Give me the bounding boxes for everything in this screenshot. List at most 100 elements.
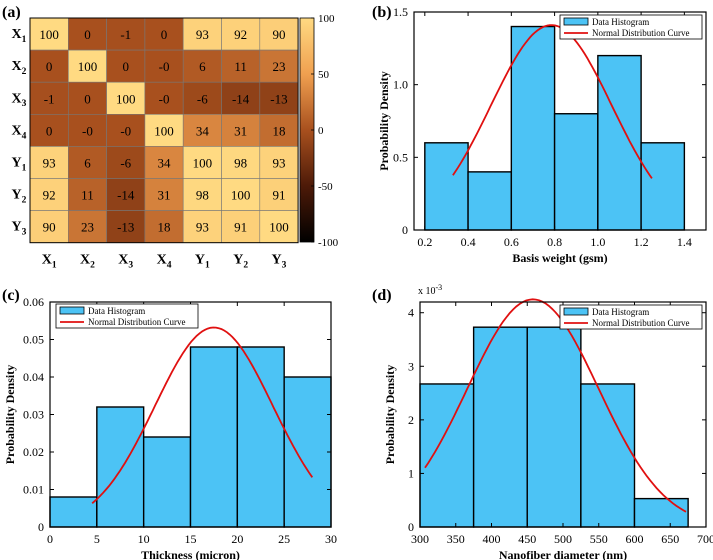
- y-axis-label: Probability Density: [383, 365, 397, 464]
- x-tick-label: 1.2: [634, 235, 649, 249]
- heatmap-col-label: X1: [42, 253, 57, 271]
- legend-label-histogram: Data Histogram: [592, 307, 649, 317]
- legend-label-histogram: Data Histogram: [88, 306, 145, 316]
- normal-distribution-curve: [452, 24, 653, 179]
- heatmap-cell-value: 91: [234, 220, 247, 235]
- heatmap-cell: [29, 114, 69, 147]
- heatmap-cell-value: -13: [270, 91, 287, 106]
- heatmap-cell-value: 98: [196, 188, 209, 203]
- histogram-bar: [510, 25, 556, 231]
- heatmap-cell-value: 91: [272, 188, 285, 203]
- histogram-bar: [49, 496, 98, 528]
- heatmap-cell-value: 98: [234, 155, 247, 170]
- heatmap-cell: [106, 49, 146, 83]
- x-tick-label: 550: [590, 532, 608, 546]
- histogram-bar: [467, 171, 513, 231]
- histogram-bar: [189, 346, 239, 528]
- heatmap-cell-value: 34: [196, 123, 210, 138]
- heatmap-cell: [68, 178, 107, 211]
- x-tick-label: 600: [626, 532, 644, 546]
- heatmap-cell-value: -0: [159, 59, 170, 74]
- heatmap-cell-value: 11: [81, 188, 94, 203]
- heatmap-cell-value: 93: [43, 155, 56, 170]
- y-axis-label: Probability Density: [3, 365, 17, 464]
- x-tick-label: 5: [94, 532, 100, 546]
- y-tick-label: 1.5: [393, 5, 408, 19]
- heatmap-cell: [182, 210, 222, 244]
- histogram-panel-d: 300 350 400 450 500 550 600 650 700 0 1 2 3 4 Nanofibe…: [372, 283, 713, 560]
- heatmap-col-label: X4: [157, 253, 172, 271]
- x-tick-label: 700: [697, 532, 713, 546]
- x-tick-label: 0.4: [461, 235, 476, 249]
- histogram-bar: [283, 376, 332, 528]
- heatmap-cell-value: 0: [84, 27, 91, 42]
- histogram-panel-b: 0.2 0.4 0.6 0.8 1.0 1.2 1.4 0 0.5 1.0 1.5 Basis wei…: [372, 4, 707, 265]
- legend-label-histogram: Data Histogram: [592, 17, 649, 27]
- heatmap-col-label: X2: [80, 253, 95, 271]
- heatmap-cell-value: 0: [84, 91, 91, 106]
- heatmap-cell: [68, 114, 107, 147]
- x-tick-label: 0.6: [504, 235, 519, 249]
- histogram-bar: [472, 326, 528, 528]
- x-tick-label: 400: [483, 532, 501, 546]
- heatmap-cell: [259, 114, 299, 147]
- heatmap-cell-value: 100: [231, 188, 251, 203]
- heatmap-cell-value: -0: [82, 123, 93, 138]
- heatmap-col-label: X3: [118, 253, 133, 271]
- heatmap-cell-value: 18: [158, 220, 171, 235]
- heatmap-cell-value: -6: [120, 155, 131, 170]
- heatmap-row-label: X2: [12, 59, 27, 77]
- y-axis-label: Probability Density: [377, 71, 391, 170]
- y-tick-label: 3: [408, 359, 414, 373]
- histogram-bar: [553, 113, 599, 231]
- y-tick-label: 2: [408, 413, 414, 427]
- heatmap-cell: [106, 81, 146, 115]
- y-tick-label: 1.0: [393, 78, 408, 92]
- y-exponent-label: x 10-3: [418, 283, 442, 297]
- colorbar-tick-label: 50: [318, 69, 330, 81]
- heatmap-cell: [259, 210, 299, 244]
- heatmap-cell-value: -6: [197, 91, 208, 106]
- plot-frame: [413, 11, 707, 231]
- heatmap-cell-value: 11: [234, 59, 247, 74]
- x-tick-label: 1.4: [677, 235, 692, 249]
- heatmap-cell: [182, 81, 222, 115]
- heatmap-row-label: X3: [12, 91, 27, 109]
- heatmap-cell-value: 100: [193, 155, 213, 170]
- heatmap-row-label: Y1: [12, 155, 27, 173]
- heatmap-cell-value: 100: [39, 27, 59, 42]
- x-tick-label: 500: [554, 532, 572, 546]
- heatmap-col-label: Y2: [233, 253, 248, 271]
- histogram-bar: [580, 383, 636, 528]
- heatmap-col-label: Y1: [195, 253, 210, 271]
- y-tick-label: 0.5: [393, 150, 408, 164]
- heatmap-cell-value: 0: [161, 27, 168, 42]
- y-tick-label: 0: [408, 520, 414, 534]
- x-tick-label: 10: [138, 532, 150, 546]
- y-tick-label: 1: [408, 466, 414, 480]
- x-tick-label: 30: [325, 532, 337, 546]
- heatmap-cell: [68, 17, 107, 51]
- heatmap-cell-value: 18: [272, 123, 285, 138]
- x-tick-label: 450: [518, 532, 536, 546]
- heatmap-row-label: X1: [12, 27, 27, 45]
- histogram-bar: [96, 406, 145, 528]
- heatmap-cell: [182, 178, 222, 211]
- x-tick-label: 15: [185, 532, 197, 546]
- heatmap-cell-value: -1: [120, 27, 131, 42]
- heatmap-cell: [144, 178, 184, 211]
- heatmap-cell-value: 0: [46, 59, 53, 74]
- heatmap-cell: [144, 81, 184, 115]
- panel-label-b: (b): [372, 4, 392, 21]
- x-axis-label: Thickness (micron): [141, 548, 240, 560]
- heatmap-cell-value: 100: [78, 59, 98, 74]
- heatmap-row-label: Y2: [12, 188, 27, 206]
- histogram-bar: [142, 436, 192, 528]
- x-axis-label: Nanofiber diameter (nm): [499, 548, 627, 560]
- normal-distribution-curve: [91, 326, 314, 504]
- colorbar-tick-label: -50: [318, 181, 333, 193]
- heatmap-cell-value: -0: [159, 91, 170, 106]
- x-tick-label: 350: [447, 532, 465, 546]
